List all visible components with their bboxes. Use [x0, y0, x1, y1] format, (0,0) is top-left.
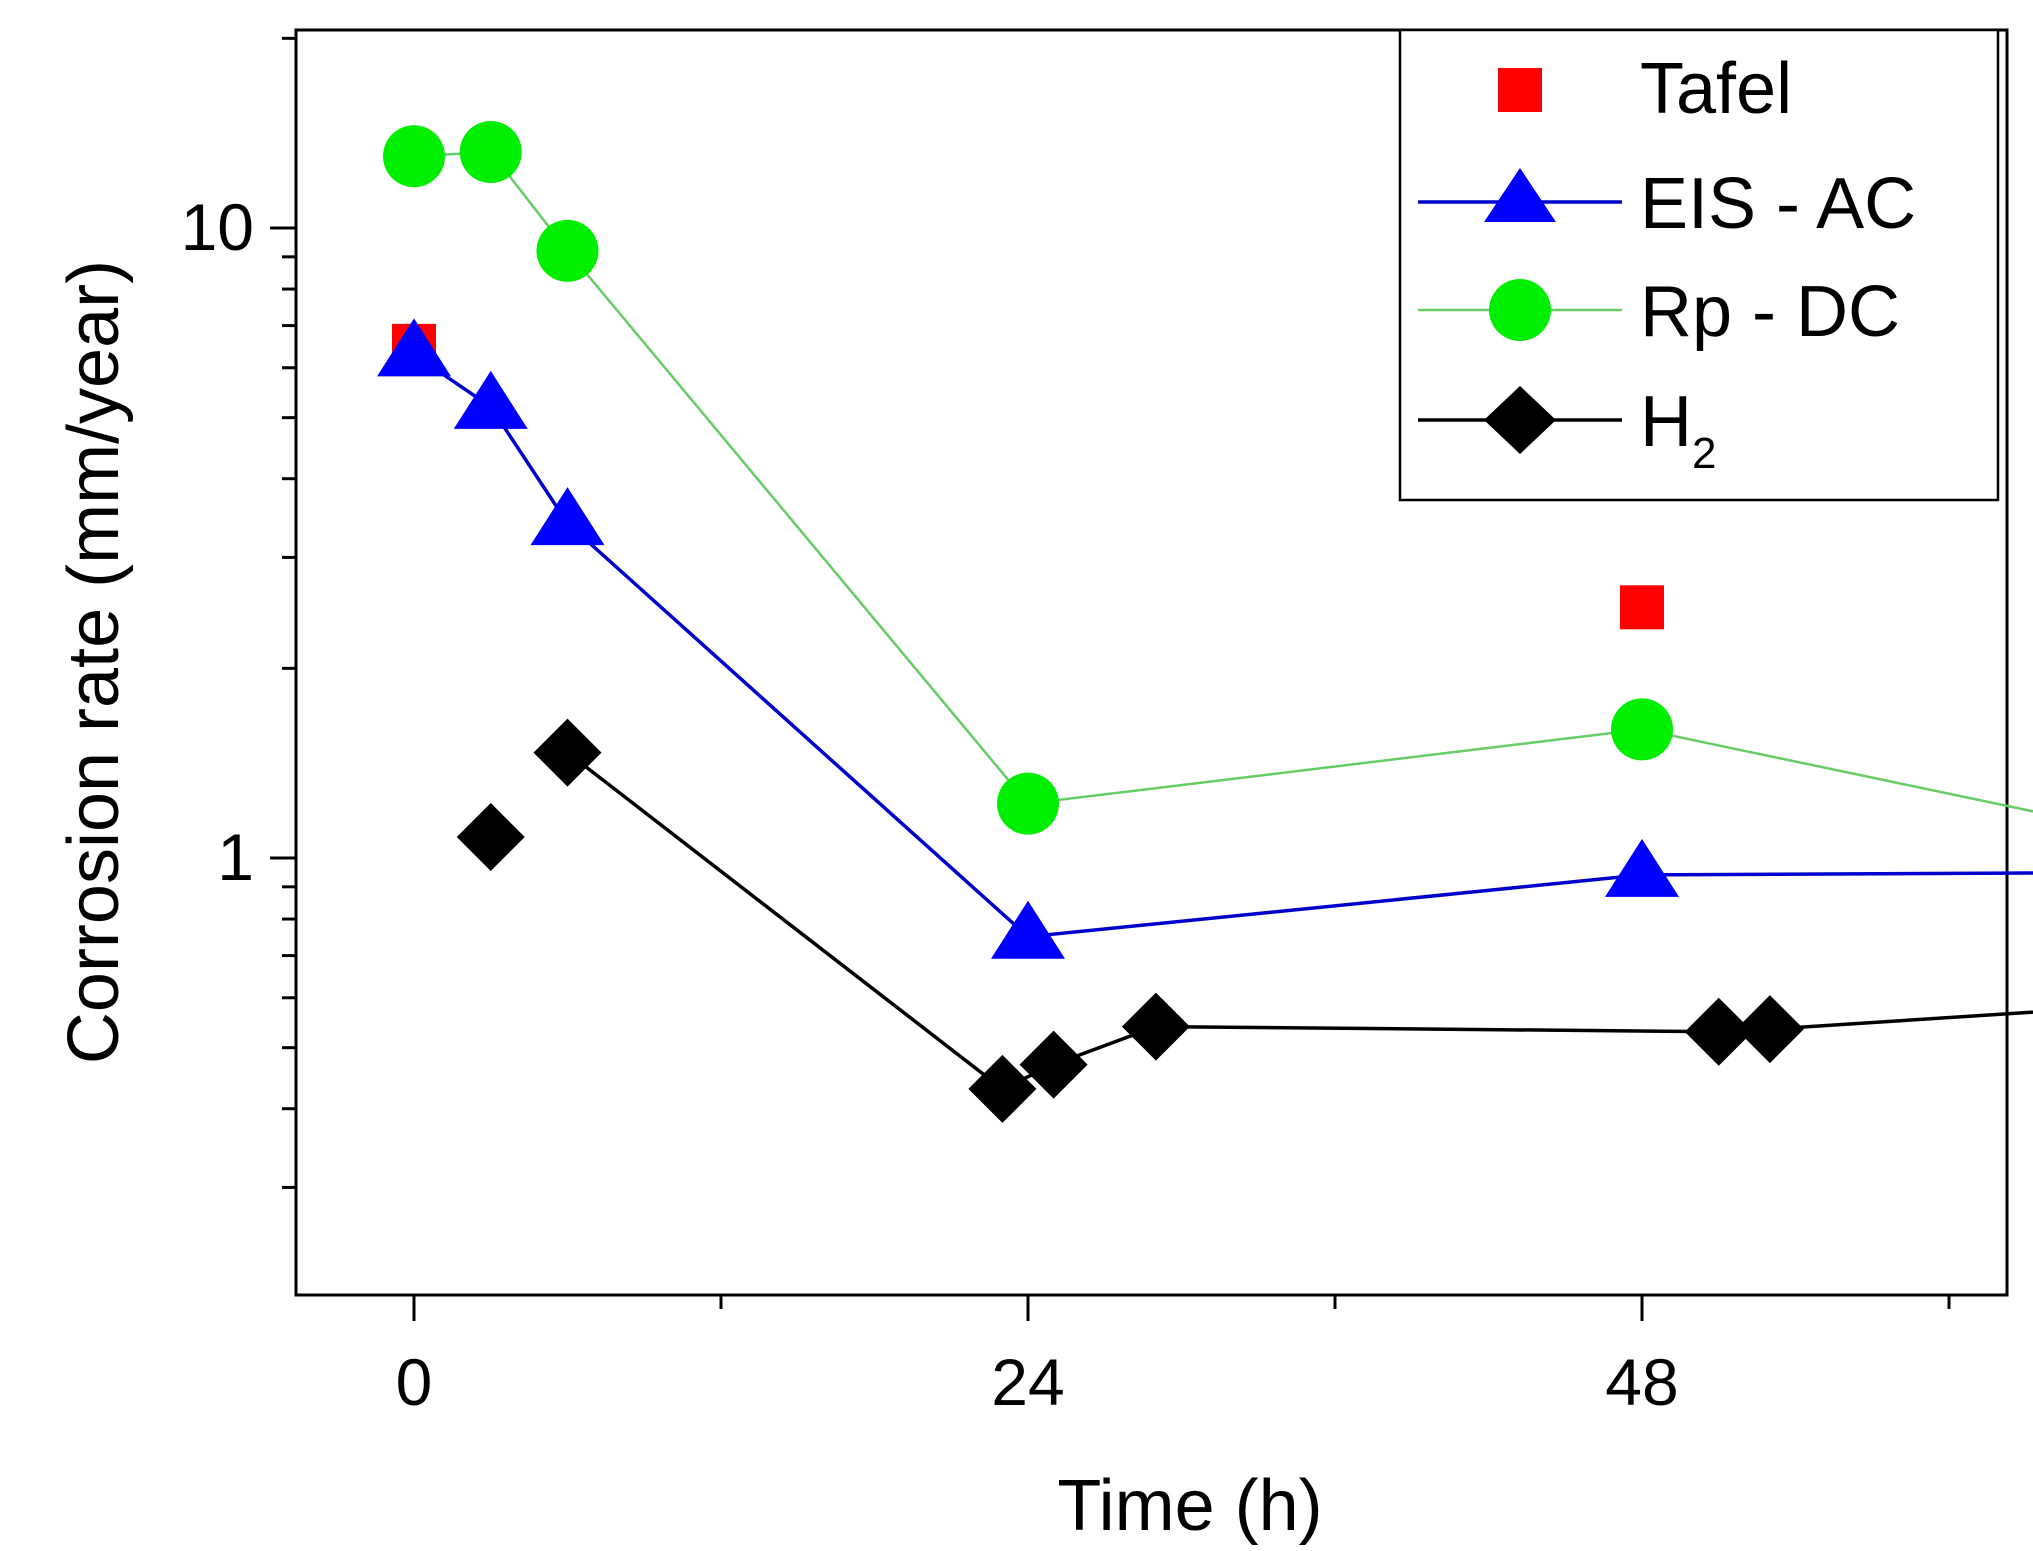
data-point-eis-ac	[1605, 838, 1679, 897]
data-point-h2	[533, 718, 602, 787]
axis-layer: 024487296120144110	[181, 36, 1951, 1419]
y-tick-label: 1	[217, 820, 254, 894]
data-point-rp-dc	[1611, 698, 1673, 761]
data-point-rp-dc	[459, 121, 522, 184]
series-rp-dc	[383, 121, 2033, 835]
data-point-h2	[1684, 997, 1753, 1066]
plot-frame	[294, 28, 2009, 1297]
legend-marker-h2	[1484, 386, 1556, 454]
legend-label-h2: H2	[1640, 382, 1716, 478]
legend-marker-eis-ac	[1484, 168, 1556, 222]
data-point-eis-ac	[453, 370, 528, 429]
legend-swatch-tafel	[1498, 68, 1542, 112]
legend-item-h2: H2	[1418, 382, 1716, 478]
legend-marker-rp-dc	[1489, 279, 1551, 341]
data-point-eis-ac	[991, 900, 1065, 959]
data-point-h2	[968, 1054, 1037, 1123]
legend: Tafel EIS - AC Rp - DC H2	[1398, 28, 2000, 502]
x-axis-title: Time (h)	[1057, 1466, 1322, 1546]
data-point-rp-dc	[536, 219, 599, 282]
x-tick-label: 0	[396, 1345, 433, 1419]
legend-label-h2-sub: 2	[1692, 429, 1716, 478]
legend-label-tafel: Tafel	[1640, 49, 1792, 129]
data-point-eis-ac	[377, 318, 451, 377]
y-tick-label: 10	[181, 190, 254, 264]
legend-label-rp-dc: Rp - DC	[1640, 272, 1900, 352]
series-line-h2	[566, 751, 2033, 1091]
data-point-rp-dc	[997, 772, 1059, 835]
legend-label-eis-ac: EIS - AC	[1640, 164, 1916, 244]
plot-area	[294, 28, 2009, 1297]
data-point-h2	[456, 802, 525, 871]
series-layer	[377, 121, 2033, 1123]
data-point-h2	[1735, 995, 1804, 1064]
legend-item-eis-ac: EIS - AC	[1418, 164, 1916, 244]
x-tick-label: 24	[991, 1345, 1064, 1419]
series-h2	[456, 718, 2033, 1123]
legend-item-tafel: Tafel	[1498, 49, 1792, 129]
legend-item-rp-dc: Rp - DC	[1418, 272, 1900, 352]
series-eis-ac	[377, 318, 2033, 959]
data-point-eis-ac	[530, 487, 605, 546]
data-point-h2	[1121, 992, 1190, 1061]
data-point-h2	[1019, 1030, 1088, 1099]
data-point-rp-dc	[383, 125, 445, 188]
data-point-tafel	[1620, 585, 1664, 630]
y-axis-title: Corrosion rate (mm/year)	[54, 260, 134, 1064]
legend-label-h2-main: H	[1640, 382, 1692, 462]
x-tick-label: 48	[1605, 1345, 1678, 1419]
